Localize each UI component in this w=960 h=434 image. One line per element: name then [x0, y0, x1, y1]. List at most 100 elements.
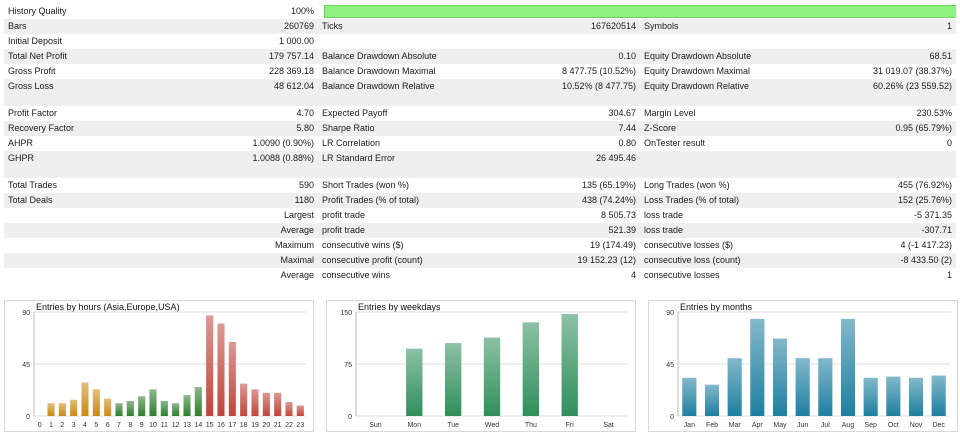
stat-value: 1.0088 (0.88%)	[74, 151, 319, 166]
y-tick-label: 75	[344, 362, 352, 369]
stat-value: Maximum	[275, 240, 315, 250]
bar-shine	[47, 403, 55, 416]
quality-bar-cell	[318, 4, 957, 19]
bar-shine	[772, 338, 788, 416]
stat-value: 135 (65.19%)	[581, 180, 637, 190]
stat-label: Profit Trades (% of total)	[318, 193, 519, 208]
x-tick-label: 10	[149, 422, 157, 429]
stat-row: Gross Loss 48 612.04 Balance Drawdown Rela…	[4, 79, 957, 94]
bar-shine	[886, 376, 901, 416]
bar-shine	[296, 405, 304, 416]
stat-label: loss trade	[640, 223, 831, 238]
stat-label	[318, 34, 518, 49]
stat-label: Total Net Profit	[4, 49, 74, 64]
y-tick-label: 0	[26, 414, 30, 421]
stat-label	[4, 253, 74, 268]
y-tick-label: 45	[22, 362, 30, 369]
stat-label	[640, 151, 831, 166]
stat-label: consecutive losses	[644, 270, 720, 280]
bar-shine	[183, 395, 191, 416]
section-separator	[4, 94, 957, 106]
stat-label: Recovery Factor	[4, 121, 74, 136]
quality-label-cell: History Quality 100%	[4, 4, 318, 19]
stat-value: 7.44	[518, 121, 641, 136]
x-tick-label: 2	[60, 422, 64, 429]
bar-shine	[149, 389, 157, 416]
stat-label: Expected Payoff	[322, 108, 388, 118]
bar-shine	[727, 358, 742, 416]
bar-shine	[81, 382, 89, 416]
bar-shine	[251, 389, 259, 416]
section-separator	[4, 166, 957, 178]
stat-value: Maximal	[74, 253, 319, 268]
stat-value: 1.0090 (0.90%)	[252, 138, 315, 148]
bar-shine	[704, 384, 720, 416]
stat-row: Profit Factor 4.70 Expected Payoff 304.67 Ma…	[4, 106, 956, 121]
stat-row: AHPR 1.0090 (0.90%) LR Correlation 0.80 OnTe…	[4, 136, 956, 151]
chart-entries-by-weekdays: Entries by weekdays 0 75 150 Sun Mon Tue Wed Thu…	[326, 300, 636, 432]
stat-row: Maximal consecutive profit (count) 19 152.…	[4, 253, 957, 268]
stat-value: 230.53%	[916, 108, 953, 118]
separator-cell	[4, 94, 957, 106]
chart-frame	[326, 300, 636, 432]
x-tick-label: Oct	[888, 422, 899, 429]
bar-shine	[138, 396, 146, 416]
stat-value: 1	[830, 19, 957, 34]
x-tick-label: 5	[94, 422, 98, 429]
y-tick-label: 90	[22, 310, 30, 317]
y-tick-label: 150	[340, 310, 352, 317]
stat-value: -8 433.50 (2)	[830, 253, 957, 268]
stat-label: Balance Drawdown Relative	[318, 79, 519, 94]
bar-shine	[104, 398, 112, 416]
stat-label: Sharpe Ratio	[318, 121, 519, 136]
stat-value: -307.71	[830, 223, 957, 238]
bar-shine	[444, 343, 462, 416]
stat-label: GHPR	[4, 151, 74, 166]
bar-shine	[795, 358, 810, 416]
x-tick-label: May	[773, 422, 787, 429]
chart-svg: Entries by weekdays 0 75 150 Sun Mon Tue Wed Thu…	[326, 300, 636, 432]
stat-label: Equity Drawdown Absolute	[640, 49, 831, 64]
stat-value: 10.52% (8 477.75)	[518, 79, 641, 94]
bar-shine	[863, 377, 878, 416]
stat-value: -5 371.35	[913, 210, 953, 220]
bar-shine	[160, 400, 168, 416]
stat-label: consecutive loss (count)	[640, 253, 831, 268]
stat-value: Average	[74, 223, 319, 238]
bar-shine	[228, 342, 236, 416]
stat-row: Average consecutive wins 4 consecutive loss…	[4, 268, 956, 283]
x-tick-label: 0	[38, 422, 42, 429]
y-tick-label: 90	[666, 310, 674, 317]
bar-shine	[240, 383, 248, 416]
quality-value: 100%	[290, 6, 315, 16]
stat-value: Average	[280, 270, 315, 280]
x-tick-label: 1	[49, 422, 53, 429]
stat-value: 60.26% (23 559.52)	[830, 79, 957, 94]
chart-title: Entries by hours (Asia,Europe,USA)	[36, 302, 180, 312]
stat-label: Gross Profit	[8, 66, 56, 76]
stat-row: Bars 260769 Ticks 167620514 Symbols 1	[4, 19, 957, 34]
x-tick-label: Fri	[566, 422, 575, 429]
stat-label: Balance Drawdown Maximal	[322, 66, 436, 76]
stat-label: consecutive losses ($)	[644, 240, 734, 250]
stat-row: Gross Profit 228 369.18 Balance Drawdown M…	[4, 64, 956, 79]
stat-value: 19 152.23 (12)	[518, 253, 641, 268]
x-tick-label: Aug	[842, 422, 855, 429]
chart-title: Entries by weekdays	[358, 302, 441, 312]
stat-label: Long Trades (won %)	[644, 180, 730, 190]
x-tick-label: Wed	[485, 422, 499, 429]
x-tick-label: Jul	[821, 422, 830, 429]
stat-value: 455 (76.92%)	[897, 180, 953, 190]
bar-shine	[115, 403, 123, 416]
x-tick-label: 4	[83, 422, 87, 429]
stat-value: 260769	[74, 19, 319, 34]
x-tick-label: 16	[217, 422, 225, 429]
x-tick-label: 23	[296, 422, 304, 429]
stat-label: Bars	[4, 19, 74, 34]
stat-value: 438 (74.24%)	[518, 193, 641, 208]
stat-value: 167620514	[518, 19, 641, 34]
stat-value: 521.39	[518, 223, 641, 238]
chart-svg: Entries by months 0 45 90 Jan Feb Mar Apr May Jun…	[648, 300, 958, 432]
stat-value: 1	[947, 270, 953, 280]
stat-value: 19 (174.49)	[589, 240, 637, 250]
